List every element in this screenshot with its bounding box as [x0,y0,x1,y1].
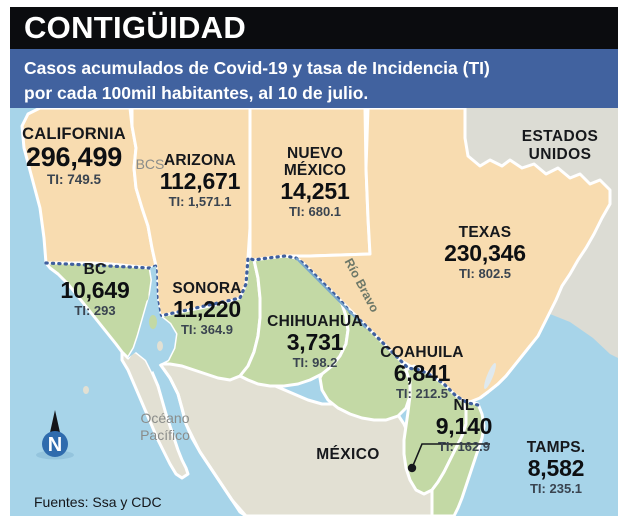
island-padre [484,362,496,390]
subtitle-bar: Casos acumulados de Covid-19 y tasa de I… [10,49,618,108]
compass-disc [42,431,68,457]
island-pacific-small [83,386,89,394]
island-angel [143,291,149,301]
source-credit: Fuentes: Ssa y CDC [34,494,162,510]
mexico-pacific-coast [158,363,248,516]
title-bar: CONTIGÜIDAD [10,7,618,49]
compass-rose: N [36,410,74,460]
subtitle-line-2: por cada 100mil habitantes, al 10 de jul… [24,83,369,103]
map-canvas: N BCS Océano Pacífico Río Bravo ESTADOS … [10,108,618,516]
map-svg [10,108,618,516]
compass-north-letter: N [48,434,62,456]
island-tiburon [149,315,157,329]
state-shape-nuevo-mexico [248,108,372,262]
subtitle-line-1: Casos acumulados de Covid-19 y tasa de I… [24,58,490,78]
island-gulf-small [157,341,163,351]
page-title: CONTIGÜIDAD [24,10,247,45]
rio-bravo-watercourse [295,257,367,329]
texas-gulf-coast [479,345,532,400]
state-shape-bcs [120,350,190,480]
